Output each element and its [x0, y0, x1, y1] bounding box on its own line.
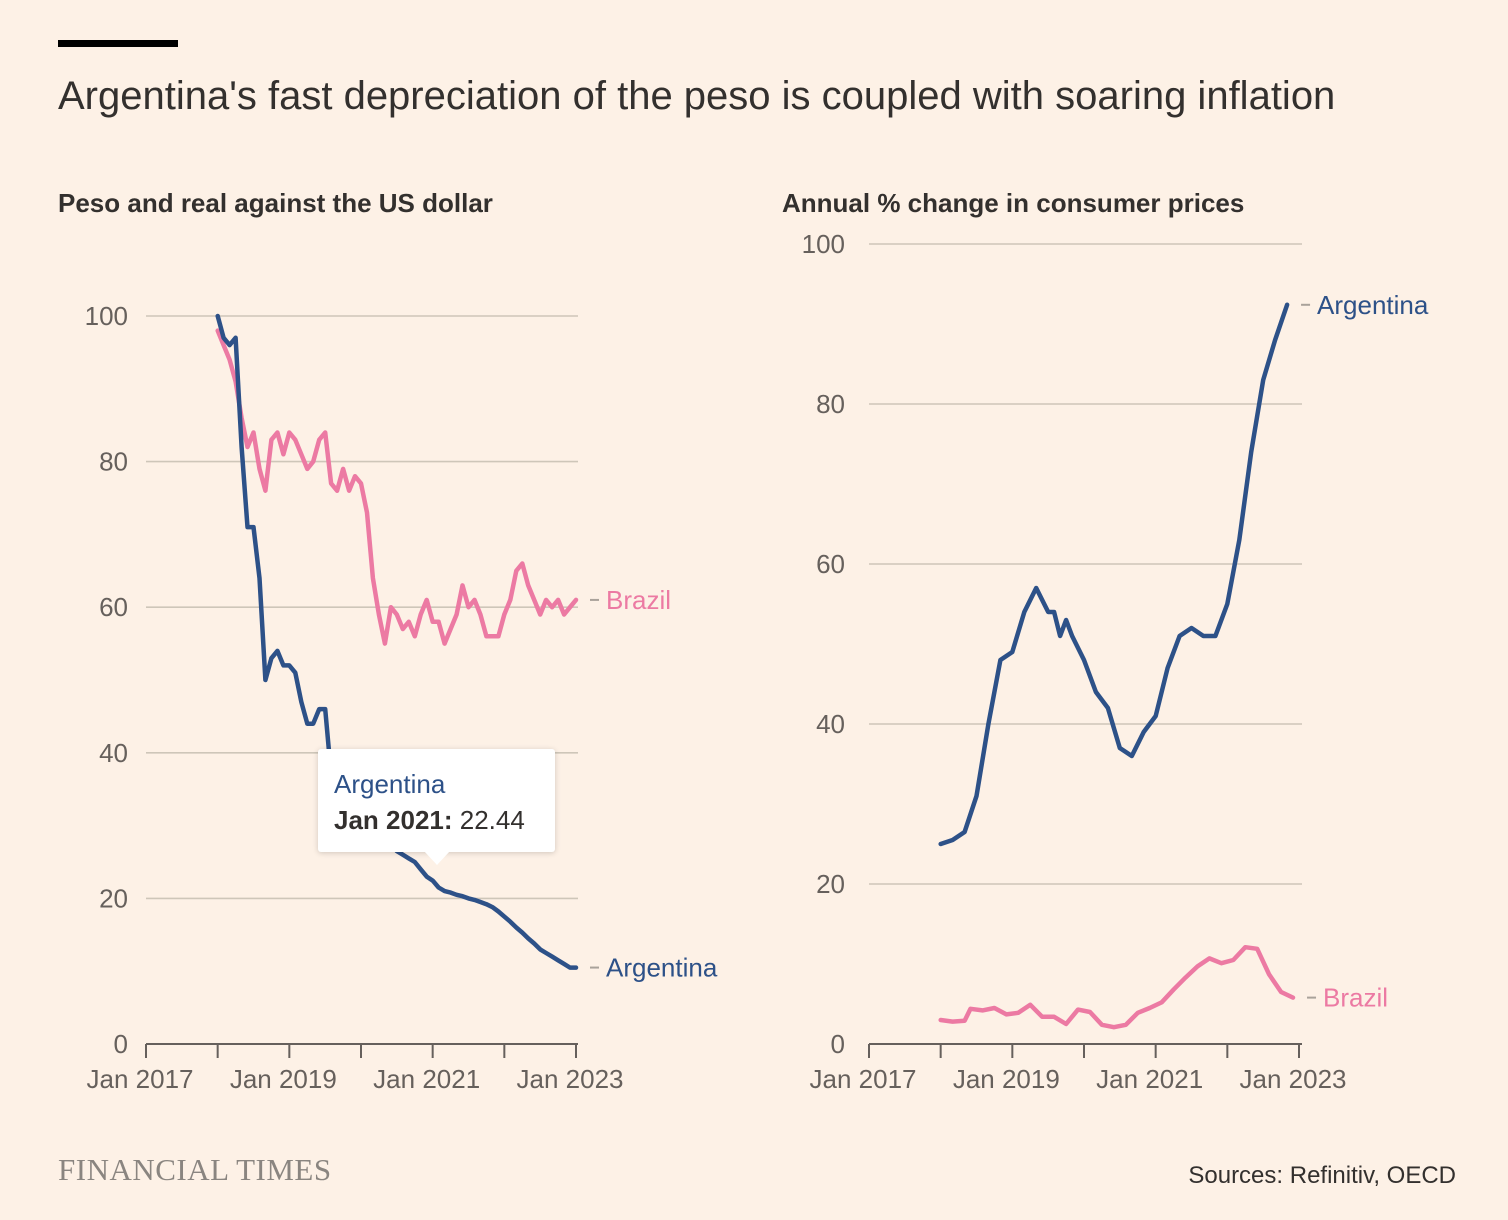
series-label-argentina: Argentina: [1317, 290, 1429, 320]
series-label-brazil: Brazil: [606, 585, 671, 615]
source-note: Sources: Refinitiv, OECD: [1188, 1162, 1456, 1189]
x-tick-label: Jan 2021: [1096, 1064, 1203, 1094]
tooltip-value: 22.44: [459, 805, 525, 835]
page-title: Argentina's fast depreciation of the pes…: [58, 74, 1336, 118]
series-label-argentina: Argentina: [606, 953, 718, 983]
y-tick-label: 0: [831, 1029, 845, 1059]
exchange-rate-chart[interactable]: 0 20 40 60 80 100 Jan 2017 Jan 2019 Jan 2021 Jan …: [0, 0, 760, 1120]
y-tick-label: 100: [802, 229, 845, 259]
y-tick-label: 60: [99, 592, 128, 622]
series-line-brazil[interactable]: [215, 328, 579, 646]
inflation-chart[interactable]: 0 20 40 60 80 100 Jan 2017 Jan 2019 Jan 2021 Jan …: [0, 0, 1508, 1120]
x-tick-label: Jan 2019: [953, 1064, 1060, 1094]
series-line-brazil[interactable]: [938, 944, 1296, 1030]
x-tick-label: Jan 2019: [230, 1064, 337, 1094]
tooltip-series-name: Argentina: [334, 769, 446, 799]
x-tick-label: Jan 2017: [87, 1064, 194, 1094]
y-tick-label: 20: [99, 883, 128, 913]
series-label-brazil: Brazil: [1323, 983, 1388, 1013]
y-tick-label: 20: [816, 869, 845, 899]
tooltip-value-line: Jan 2021: 22.44: [334, 805, 525, 836]
y-tick-label: 40: [99, 738, 128, 768]
chart-subtitle-exchange-rate: Peso and real against the US dollar: [58, 188, 493, 218]
ft-logo: FINANCIAL TIMES: [58, 1152, 332, 1187]
y-tick-label: 0: [114, 1029, 128, 1059]
x-tick-label: Jan 2023: [1240, 1064, 1347, 1094]
y-tick-label: 80: [816, 389, 845, 419]
x-tick-label: Jan 2023: [517, 1064, 624, 1094]
x-tick-label: Jan 2017: [810, 1064, 917, 1094]
tooltip-date: Jan 2021:: [334, 805, 453, 835]
data-tooltip: Argentina Jan 2021: 22.44: [318, 749, 555, 865]
accent-bar: [58, 40, 178, 47]
y-tick-label: 80: [99, 447, 128, 477]
chart-subtitle-inflation: Annual % change in consumer prices: [782, 188, 1245, 218]
y-tick-label: 40: [816, 709, 845, 739]
y-tick-label: 100: [85, 301, 128, 331]
series-line-argentina[interactable]: [938, 302, 1290, 847]
x-tick-label: Jan 2021: [373, 1064, 480, 1094]
y-tick-label: 60: [816, 549, 845, 579]
